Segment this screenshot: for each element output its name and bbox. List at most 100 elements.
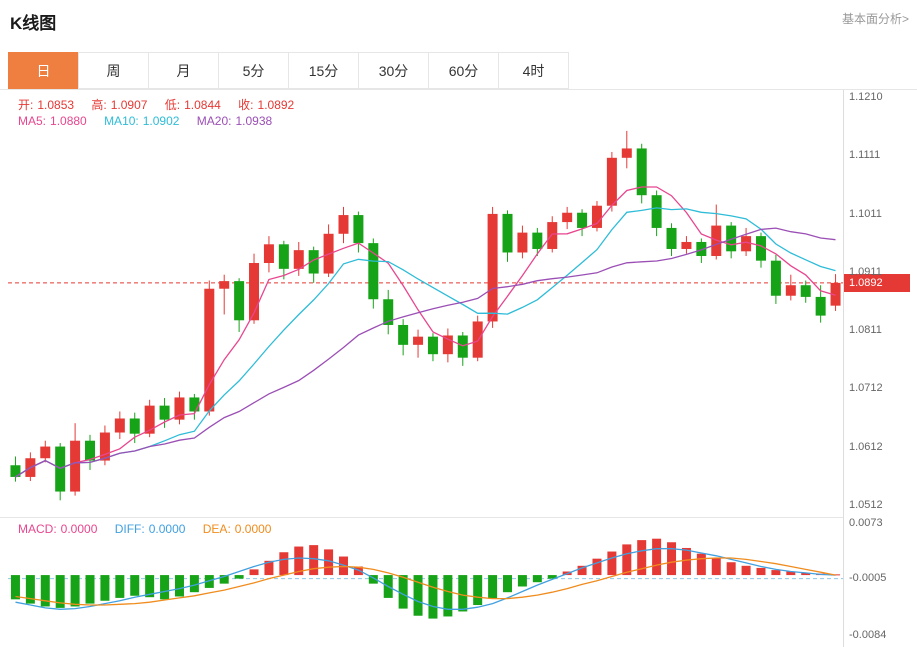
macd-bar bbox=[160, 575, 170, 600]
high-value: 1.0907 bbox=[110, 98, 148, 112]
candle-body bbox=[234, 281, 245, 321]
macd-bar bbox=[130, 575, 140, 596]
price-axis-label: 1.1011 bbox=[849, 208, 882, 220]
macd-axis-label: -0.0005 bbox=[849, 572, 887, 584]
candle-body bbox=[144, 405, 155, 434]
candle-body bbox=[577, 212, 588, 228]
tab-30分[interactable]: 30分 bbox=[358, 52, 429, 89]
candle-body bbox=[10, 465, 21, 477]
macd-axis-label: -0.0084 bbox=[849, 629, 887, 641]
macd-bar bbox=[458, 575, 468, 612]
candle-body bbox=[547, 222, 558, 249]
macd-bar bbox=[726, 562, 736, 576]
price-axis-label: 1.0811 bbox=[849, 324, 882, 336]
candle-body bbox=[815, 296, 826, 316]
candle-body bbox=[502, 213, 513, 253]
macd-bar bbox=[294, 546, 304, 576]
macd-bar bbox=[771, 570, 781, 576]
ma5-line bbox=[15, 186, 836, 478]
macd-bar bbox=[70, 575, 80, 607]
candle-body bbox=[755, 236, 766, 261]
candles-svg bbox=[8, 130, 843, 501]
macd-label: MACD: bbox=[18, 522, 57, 536]
macd-bar bbox=[85, 575, 95, 604]
macd-bar bbox=[652, 538, 662, 576]
macd-bar bbox=[413, 575, 423, 616]
macd-bar bbox=[443, 575, 453, 617]
close-label: 收: bbox=[238, 98, 254, 112]
candle-body bbox=[114, 418, 125, 433]
candle-body bbox=[726, 225, 737, 252]
macd-bar bbox=[324, 549, 334, 576]
tab-5分[interactable]: 5分 bbox=[218, 52, 289, 89]
candle-body bbox=[427, 336, 438, 355]
candles-layer bbox=[10, 130, 841, 501]
candle-body bbox=[368, 243, 379, 300]
tab-日[interactable]: 日 bbox=[8, 52, 79, 89]
macd-axis-label: 0.0073 bbox=[849, 517, 883, 529]
tab-15分[interactable]: 15分 bbox=[288, 52, 359, 89]
price-axis-label: 1.0612 bbox=[849, 441, 883, 453]
current-price-badge: 1.0892 bbox=[844, 274, 910, 292]
macd-chart[interactable] bbox=[8, 518, 843, 647]
macd-bar bbox=[338, 556, 348, 576]
ma5-label: MA5: bbox=[18, 114, 47, 128]
tab-月[interactable]: 月 bbox=[148, 52, 219, 89]
fundamental-analysis-link[interactable]: 基本面分析> bbox=[841, 12, 909, 26]
macd-bar bbox=[622, 544, 632, 576]
candle-body bbox=[770, 260, 781, 296]
macd-bar bbox=[696, 553, 706, 576]
price-axis-label: 1.1210 bbox=[849, 91, 883, 103]
macd-bar bbox=[309, 545, 319, 576]
main-chart[interactable] bbox=[8, 90, 843, 517]
macd-bar bbox=[55, 575, 65, 608]
price-axis-label: 1.0512 bbox=[849, 499, 883, 511]
tab-4时[interactable]: 4时 bbox=[498, 52, 569, 89]
diff-label: DIFF: bbox=[114, 522, 145, 536]
macd-bar bbox=[100, 575, 110, 601]
candle-body bbox=[591, 205, 602, 228]
macd-bar bbox=[10, 575, 20, 600]
candle-body bbox=[472, 321, 483, 358]
candle-body bbox=[129, 418, 140, 434]
open-label: 开: bbox=[18, 98, 34, 112]
candle-body bbox=[800, 285, 811, 297]
macd-value: 0.0000 bbox=[60, 522, 98, 536]
candle-body bbox=[85, 440, 96, 461]
candle-body bbox=[219, 281, 230, 289]
ma20-line bbox=[15, 227, 836, 478]
macd-bar bbox=[667, 542, 677, 576]
ma20-label: MA20: bbox=[196, 114, 232, 128]
tab-60分[interactable]: 60分 bbox=[428, 52, 499, 89]
candle-body bbox=[293, 250, 304, 269]
candle-body bbox=[263, 244, 274, 264]
macd-bar bbox=[741, 565, 751, 576]
candle-body bbox=[636, 148, 647, 196]
candle-body bbox=[666, 227, 677, 249]
macd-histogram bbox=[10, 538, 841, 619]
axis-column: 1.0892 1.1210 1.1111 1.1011 1.0911 1.0811 1.0… bbox=[843, 90, 917, 647]
open-value: 1.0853 bbox=[37, 98, 75, 112]
macd-bar bbox=[607, 551, 617, 576]
macd-bar bbox=[488, 575, 498, 599]
candle-body bbox=[99, 432, 110, 461]
price-axis-label: 1.0712 bbox=[849, 382, 883, 394]
macd-bar bbox=[189, 575, 199, 593]
macd-bar bbox=[145, 575, 155, 598]
price-axis-label: 1.1111 bbox=[849, 149, 881, 161]
candle-body bbox=[383, 299, 394, 325]
low-label: 低: bbox=[164, 98, 181, 112]
macd-bar bbox=[532, 575, 542, 583]
candle-body bbox=[711, 225, 722, 256]
ma5-value: 1.0880 bbox=[50, 114, 87, 128]
candle-body bbox=[741, 236, 752, 252]
macd-bar bbox=[711, 557, 721, 576]
candle-body bbox=[70, 440, 81, 492]
macd-bar bbox=[637, 540, 647, 576]
macd-bar bbox=[249, 569, 259, 576]
macd-bar bbox=[204, 575, 214, 588]
low-value: 1.0844 bbox=[184, 98, 221, 112]
candle-body bbox=[40, 446, 51, 459]
tab-周[interactable]: 周 bbox=[78, 52, 149, 89]
price-axis-label: 1.0911 bbox=[849, 266, 882, 278]
